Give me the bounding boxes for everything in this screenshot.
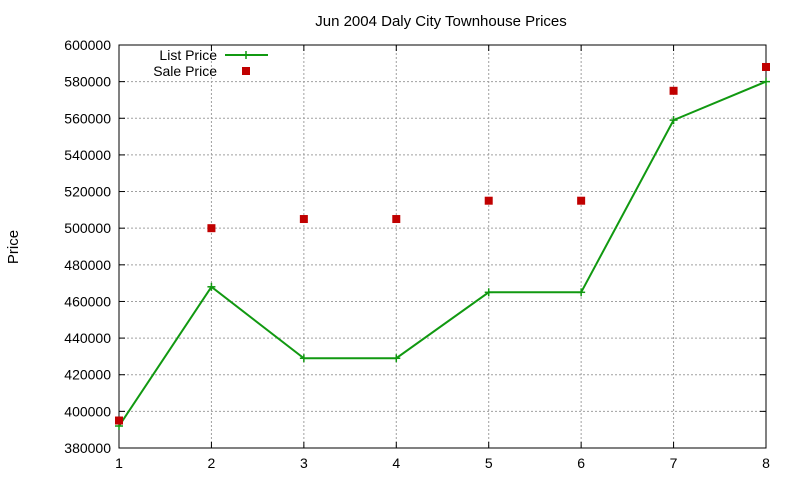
legend-label: List Price [159, 47, 217, 63]
legend-plus-marker [242, 51, 250, 59]
axis-ticks: 380000 400000 420000 440000 460000 480000 5000… [64, 37, 770, 471]
x-tick-label: 8 [762, 455, 770, 471]
series-marks [115, 62, 770, 431]
list-price-point [392, 354, 401, 363]
y-tick-label: 520000 [64, 184, 111, 200]
y-tick-label: 480000 [64, 257, 111, 273]
plot-frame [118, 44, 767, 449]
sale-price-point [762, 62, 770, 71]
list-price-point [577, 288, 586, 297]
y-axis-label: Price [5, 230, 22, 264]
y-tick-label: 560000 [64, 110, 111, 126]
y-tick-label: 440000 [64, 330, 111, 346]
sale-price-point [299, 215, 308, 224]
y-tick-label: 400000 [64, 403, 111, 419]
y-tick-label: 460000 [64, 293, 111, 309]
list-price-point [484, 288, 493, 297]
sale-price-point [115, 416, 123, 425]
y-tick-label: 540000 [64, 147, 111, 163]
list-price-point [299, 354, 308, 363]
sale-price-point [392, 215, 401, 224]
x-tick-label: 6 [577, 455, 585, 471]
y-tick-label: 380000 [64, 440, 111, 456]
y-tick-label: 600000 [64, 37, 111, 53]
x-tick-label: 1 [115, 455, 123, 471]
y-tick-label: 420000 [64, 367, 111, 383]
x-tick-label: 5 [485, 455, 493, 471]
x-tick-label: 3 [300, 455, 308, 471]
sale-price-point [669, 86, 678, 95]
legend-square-marker [242, 67, 250, 75]
sale-price-point [207, 224, 216, 233]
chart-title: Jun 2004 Daly City Townhouse Prices [315, 13, 567, 30]
list-price-point [762, 77, 770, 86]
list-price-point [669, 116, 678, 125]
list-price-point [207, 282, 216, 291]
sale-price-point [577, 196, 586, 205]
y-tick-label: 580000 [64, 74, 111, 90]
list-price-line [118, 80, 767, 427]
sale-price-point [484, 196, 493, 205]
y-tick-label: 500000 [64, 220, 111, 236]
x-tick-label: 2 [208, 455, 216, 471]
legend-label: Sale Price [153, 63, 217, 79]
x-tick-label: 7 [670, 455, 678, 471]
grid-lines [119, 45, 766, 448]
x-tick-label: 4 [392, 455, 400, 471]
